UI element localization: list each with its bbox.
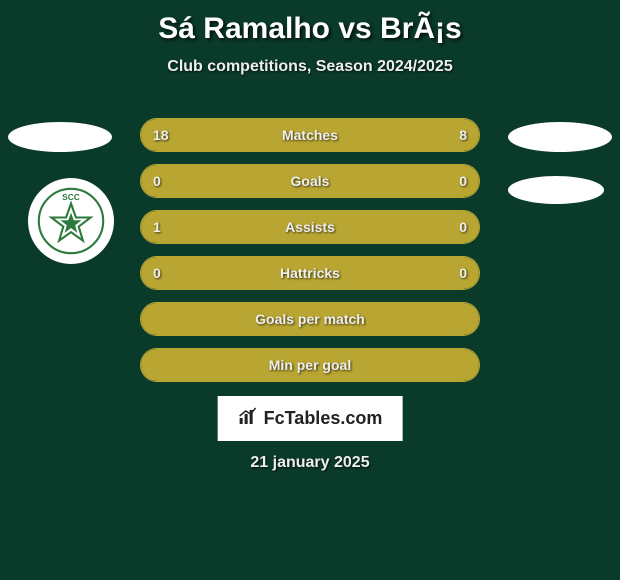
- source-tag-text: FcTables.com: [264, 408, 383, 429]
- bar-row: Goals per match: [140, 302, 480, 336]
- club-badge: SCC: [28, 178, 114, 264]
- chart-icon: [238, 406, 258, 431]
- placeholder-ellipse: [508, 122, 612, 152]
- comparison-bars: Matches188 Goals00 Assists10 Hattricks00 Goa…: [140, 118, 480, 394]
- bar-fill: [141, 303, 479, 335]
- bar-row: Matches188: [140, 118, 480, 152]
- bar-fill-left: [141, 211, 479, 243]
- bar-fill: [141, 165, 479, 197]
- bar-row: Hattricks00: [140, 256, 480, 290]
- page-title: Sá Ramalho vs BrÃ¡s: [0, 0, 620, 46]
- page-subtitle: Club competitions, Season 2024/2025: [0, 58, 620, 76]
- bar-row: Min per goal: [140, 348, 480, 382]
- placeholder-ellipse: [8, 122, 112, 152]
- placeholder-ellipse: [508, 176, 604, 204]
- bar-fill-left: [141, 119, 375, 151]
- source-tag: FcTables.com: [218, 396, 403, 441]
- bar-fill: [141, 349, 479, 381]
- bar-row: Goals00: [140, 164, 480, 198]
- bar-fill-right: [375, 119, 479, 151]
- bar-fill: [141, 257, 479, 289]
- date-label: 21 january 2025: [250, 454, 369, 472]
- club-badge-icon: SCC: [36, 186, 106, 256]
- bar-row: Assists10: [140, 210, 480, 244]
